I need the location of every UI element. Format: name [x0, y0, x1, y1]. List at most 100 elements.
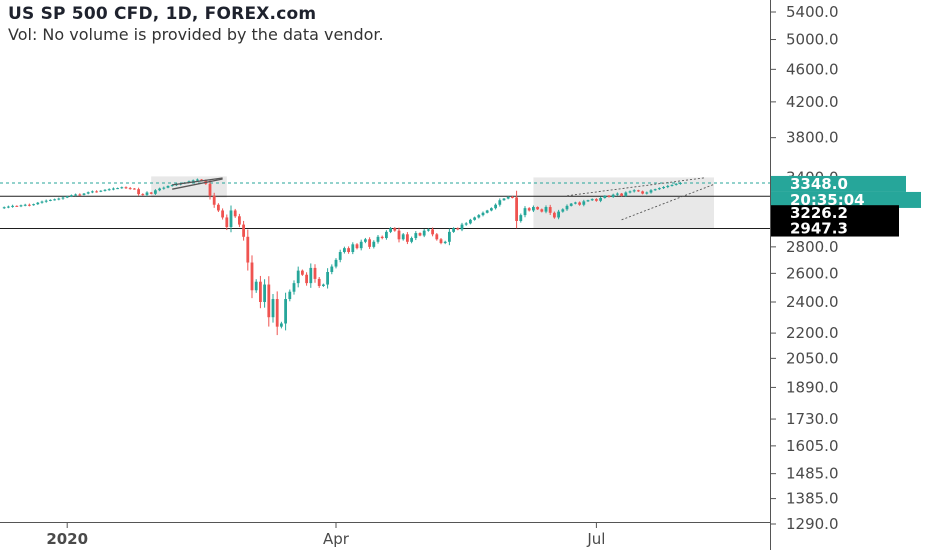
candle-body	[128, 188, 132, 190]
candle-body	[448, 231, 451, 242]
candle-body	[372, 241, 376, 247]
countdown-tag-bg	[771, 191, 921, 208]
candle-body	[632, 190, 636, 192]
chart-legend: US SP 500 CFD, 1D, FOREX.com Vol: No vol…	[8, 4, 384, 44]
wedge-lower-line[interactable]	[621, 183, 715, 221]
countdown-tag: 20:35:04	[771, 191, 921, 209]
highlight-zones	[151, 176, 714, 229]
level-tag-bg	[771, 220, 899, 237]
price-tick-label: 1605.0	[786, 437, 839, 455]
candle-body	[91, 191, 94, 193]
candle-body	[53, 199, 56, 201]
candle-body	[250, 262, 254, 291]
candle-body	[305, 274, 308, 284]
candle-body	[347, 248, 350, 253]
candle-body	[225, 217, 229, 227]
candle-body	[523, 208, 527, 216]
candle-body	[40, 201, 44, 203]
candle-body	[662, 187, 665, 189]
candle-body	[23, 204, 27, 206]
candle-body	[317, 278, 321, 286]
candle-body	[464, 223, 468, 225]
candle-body	[536, 207, 539, 210]
candle-body	[242, 224, 245, 237]
candle-body	[406, 234, 409, 242]
candle-body	[196, 179, 199, 181]
candle-body	[527, 208, 531, 211]
price-tick-label: 5000.0	[786, 31, 839, 49]
candle-body	[326, 271, 329, 285]
wedge-upper-line[interactable]	[566, 177, 706, 197]
wedge-upper-line[interactable]	[172, 177, 223, 186]
candle-body	[494, 204, 497, 209]
candle-body	[32, 204, 35, 206]
price-tick-label: 1385.0	[786, 490, 839, 508]
candle-body	[380, 236, 384, 239]
candle-body	[431, 229, 434, 235]
candle-body	[238, 216, 241, 225]
candle-body	[544, 207, 548, 212]
candle-body	[95, 191, 98, 193]
candle-body	[309, 267, 313, 284]
candle-body	[351, 244, 355, 253]
time-axis[interactable]: 2020 Apr Jul	[0, 522, 770, 548]
level-tag-bg	[771, 205, 899, 222]
candle-body	[385, 231, 388, 239]
candle-body	[607, 195, 611, 197]
candle-body	[637, 190, 640, 192]
candle-body	[679, 182, 682, 184]
candle-body	[15, 205, 19, 207]
candle-body	[557, 211, 560, 218]
candle-body	[7, 206, 10, 208]
candle-body	[124, 187, 128, 189]
candle-body	[443, 241, 447, 244]
price-tick-label: 5400.0	[786, 3, 839, 21]
candle-body	[565, 205, 569, 210]
candle-body	[145, 192, 149, 195]
price-axis[interactable]: 5400.05000.04600.04200.03800.03400.03000…	[770, 0, 839, 550]
candle-body	[376, 236, 380, 242]
candle-body	[397, 230, 401, 240]
last-price-tag-bg	[771, 175, 906, 192]
candle-body	[427, 229, 430, 231]
candle-body	[44, 200, 48, 202]
price-tick-label: 3800.0	[786, 129, 839, 147]
candle-body	[36, 202, 40, 205]
candle-body	[86, 192, 90, 194]
candle-body	[99, 190, 103, 192]
candle-body	[439, 239, 443, 244]
candle-body	[590, 199, 594, 201]
candle-body	[141, 194, 145, 196]
candlesticks	[2, 178, 682, 336]
candle-body	[200, 179, 203, 181]
candle-body	[78, 194, 82, 196]
candle-body	[473, 217, 476, 220]
last-price-tag-text: 3348.0	[790, 175, 848, 193]
level-tag-text: 2947.3	[790, 220, 848, 238]
candle-body	[485, 210, 489, 213]
candle-body	[162, 187, 166, 189]
horizontal-levels	[0, 182, 770, 230]
candle-body	[582, 201, 586, 205]
candle-body	[670, 184, 674, 186]
candle-body	[645, 192, 649, 194]
candle-body	[61, 197, 65, 199]
wedge-lower-line[interactable]	[172, 178, 223, 190]
candle-body	[498, 200, 502, 205]
candle-body	[284, 299, 287, 324]
price-tick-label: 4200.0	[786, 93, 839, 111]
candle-body	[481, 212, 485, 216]
candle-body	[49, 199, 52, 201]
symbol-title[interactable]: US SP 500 CFD, 1D, FOREX.com	[8, 4, 317, 24]
candle-body	[229, 210, 233, 227]
candle-body	[158, 188, 161, 191]
candle-body	[502, 198, 506, 201]
candle-body	[74, 194, 77, 196]
candle-body	[653, 189, 657, 191]
candle-body	[435, 234, 439, 240]
candle-body	[389, 228, 392, 232]
candle-body	[137, 189, 140, 195]
candle-body	[280, 323, 283, 327]
